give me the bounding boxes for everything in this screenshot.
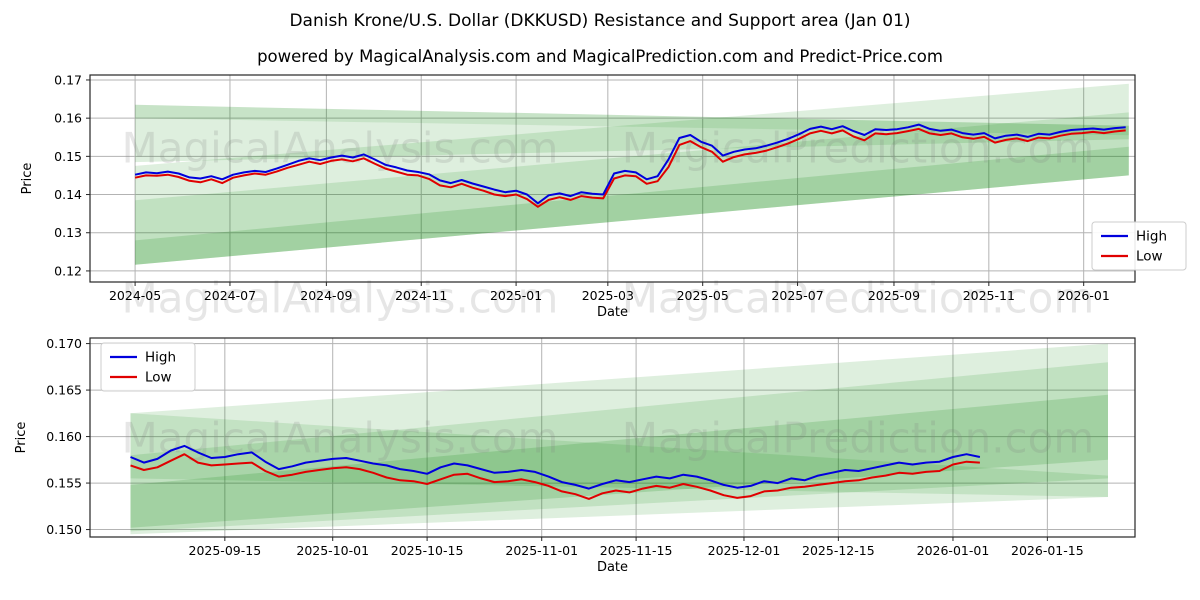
x-tick-label: 2025-10-01 xyxy=(296,543,369,558)
x-tick-label: 2025-03 xyxy=(582,288,634,303)
x-tick-label: 2025-12-01 xyxy=(708,543,781,558)
price-chart-recent-window-background xyxy=(90,338,1135,537)
high-line xyxy=(130,444,981,490)
x-tick-label: 2025-09-15 xyxy=(189,543,262,558)
y-tick-label: 0.160 xyxy=(46,429,82,444)
legend-box xyxy=(1091,221,1187,271)
chart-subtitle: powered by MagicalAnalysis.com and Magic… xyxy=(257,47,943,66)
x-tick-label: 2024-11 xyxy=(395,288,447,303)
x-tick-label: 2025-12-15 xyxy=(802,543,875,558)
support-resistance-band xyxy=(135,104,1129,163)
y-tick-label: 0.14 xyxy=(54,187,82,202)
watermark-text: MagicalAnalysis.com xyxy=(122,414,559,463)
y-tick-label: 0.15 xyxy=(54,149,82,164)
y-tick-label: 0.165 xyxy=(46,383,82,398)
legend-label: High xyxy=(145,350,176,366)
support-resistance-band xyxy=(130,394,1108,528)
y-tick-label: 0.170 xyxy=(46,336,82,351)
watermark-text: MagicalPrediction.com xyxy=(622,414,1095,463)
x-tick-label: 2026-01 xyxy=(1058,288,1110,303)
x-tick-label: 2025-07 xyxy=(771,288,823,303)
chart-title: Danish Krone/U.S. Dollar (DKKUSD) Resist… xyxy=(289,11,911,31)
price-chart-recent-window: 2025-09-15 2025-10-01 2025-10-15 2025-11-01… xyxy=(14,336,1136,575)
legend-label: High xyxy=(1136,229,1167,245)
y-tick-label: 0.155 xyxy=(46,476,82,491)
x-tick-label: 2025-09 xyxy=(868,288,920,303)
price-chart-full-history: 2024-05 2024-07 2024-09 2024-11 2025-01 2025-… xyxy=(20,72,1187,320)
support-resistance-band xyxy=(135,104,1129,136)
high-line xyxy=(134,123,1126,205)
support-resistance-band xyxy=(130,362,1108,532)
support-resistance-band xyxy=(135,146,1129,265)
y-axis-label: Price xyxy=(14,422,29,454)
x-tick-label: 2026-01-15 xyxy=(1011,543,1084,558)
watermark-text: MagicalAnalysis.com xyxy=(122,124,559,173)
y-tick-label: 0.150 xyxy=(46,522,82,537)
support-resistance-band xyxy=(135,112,1129,265)
x-tick-label: 2024-07 xyxy=(204,288,256,303)
x-tick-label: 2025-10-15 xyxy=(391,543,464,558)
x-tick-label: 2024-05 xyxy=(109,288,161,303)
watermark-text: MagicalPrediction.com xyxy=(622,124,1095,173)
x-tick-label: 2026-01-01 xyxy=(917,543,990,558)
axes-frame xyxy=(89,337,1136,538)
legend: High Low xyxy=(1091,221,1187,271)
legend: High Low xyxy=(100,342,196,392)
y-tick-label: 0.13 xyxy=(54,225,82,240)
x-tick-label: 2025-11 xyxy=(963,288,1015,303)
price-chart-full-history-background xyxy=(90,75,1135,282)
low-line xyxy=(130,453,980,500)
y-axis-label: Price xyxy=(20,163,35,195)
y-tick-label: 0.12 xyxy=(54,263,82,278)
x-axis-label: Date xyxy=(597,305,628,320)
legend-label: Low xyxy=(1136,249,1163,265)
x-tick-label: 2025-11-01 xyxy=(505,543,578,558)
support-resistance-band xyxy=(130,343,1108,535)
support-resistance-band xyxy=(130,413,1108,497)
x-tick-label: 2024-09 xyxy=(300,288,352,303)
axes-frame xyxy=(89,74,1136,283)
legend-label: Low xyxy=(145,370,172,386)
y-tick-label: 0.17 xyxy=(54,72,82,87)
x-tick-label: 2025-11-15 xyxy=(600,543,673,558)
x-tick-label: 2025-01 xyxy=(490,288,542,303)
legend-box xyxy=(100,342,196,392)
y-tick-label: 0.16 xyxy=(54,111,82,126)
x-axis-label: Date xyxy=(597,560,628,575)
low-line xyxy=(134,127,1126,208)
x-tick-label: 2025-05 xyxy=(677,288,729,303)
